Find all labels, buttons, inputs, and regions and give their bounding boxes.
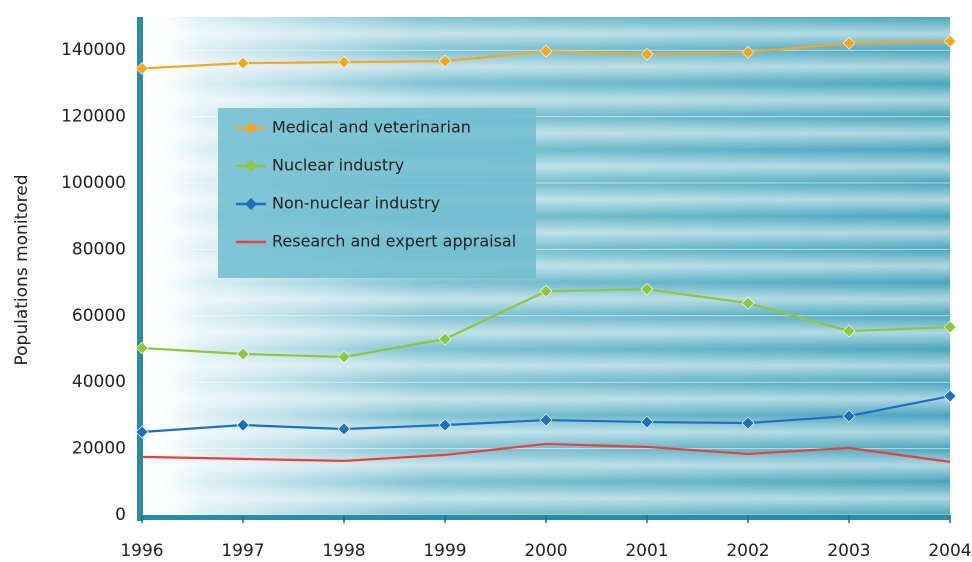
data-point	[741, 296, 755, 310]
x-tick-label: 1998	[322, 541, 365, 561]
data-point	[135, 425, 149, 439]
data-point	[842, 324, 856, 338]
data-point	[943, 320, 957, 334]
data-point	[337, 350, 351, 364]
data-point	[741, 416, 755, 430]
y-tick-label: 60000	[72, 306, 126, 326]
x-tick-label: 2000	[524, 541, 567, 561]
legend-marker	[245, 160, 257, 172]
background-stripe	[142, 481, 950, 515]
data-point	[640, 282, 654, 296]
data-point	[337, 55, 351, 69]
x-tick-label: 2002	[726, 541, 769, 561]
x-tick-label: 2001	[625, 541, 668, 561]
legend-marker	[245, 122, 257, 134]
legend-box	[218, 108, 536, 278]
background-fade	[142, 17, 202, 515]
y-tick-label: 40000	[72, 372, 126, 392]
data-point	[842, 409, 856, 423]
data-point	[741, 45, 755, 59]
y-tick-label: 0	[115, 505, 126, 525]
legend-label: Research and expert appraisal	[272, 232, 516, 251]
x-tick-label: 2004	[928, 541, 971, 561]
x-tick-label: 2003	[827, 541, 870, 561]
y-tick-label: 140000	[61, 40, 126, 60]
data-point	[135, 341, 149, 355]
data-point	[438, 332, 452, 346]
background-stripe	[142, 448, 950, 482]
data-point	[640, 47, 654, 61]
data-point	[236, 418, 250, 432]
series-line	[141, 442, 951, 463]
x-tick-label: 1997	[221, 541, 264, 561]
legend-label: Nuclear industry	[272, 156, 404, 175]
legend-label: Medical and veterinarian	[272, 118, 471, 137]
y-tick-label: 20000	[72, 439, 126, 459]
background-stripe	[142, 382, 950, 416]
legend-marker	[245, 198, 257, 210]
data-point	[539, 284, 553, 298]
data-point	[943, 389, 957, 403]
y-axis	[137, 17, 143, 521]
x-axis	[137, 515, 950, 520]
data-point	[236, 347, 250, 361]
background-stripe	[142, 17, 950, 51]
x-tick-label: 1999	[423, 541, 466, 561]
data-point	[539, 413, 553, 427]
y-tick-label: 100000	[61, 173, 126, 193]
legend: Medical and veterinarian Nuclear industry…	[218, 108, 536, 278]
x-tick-label: 1996	[120, 541, 163, 561]
data-point	[438, 54, 452, 68]
y-tick-label: 120000	[61, 107, 126, 127]
data-point	[337, 422, 351, 436]
legend-label: Non-nuclear industry	[272, 194, 440, 213]
data-point	[842, 36, 856, 50]
data-point	[135, 62, 149, 75]
data-point	[640, 415, 654, 429]
background-stripe	[142, 315, 950, 349]
data-point	[438, 418, 452, 432]
data-point	[539, 44, 553, 58]
data-point	[236, 56, 250, 70]
data-point	[943, 34, 957, 48]
y-tick-label: 80000	[72, 239, 126, 259]
y-axis-label: Populations monitored	[12, 175, 32, 366]
